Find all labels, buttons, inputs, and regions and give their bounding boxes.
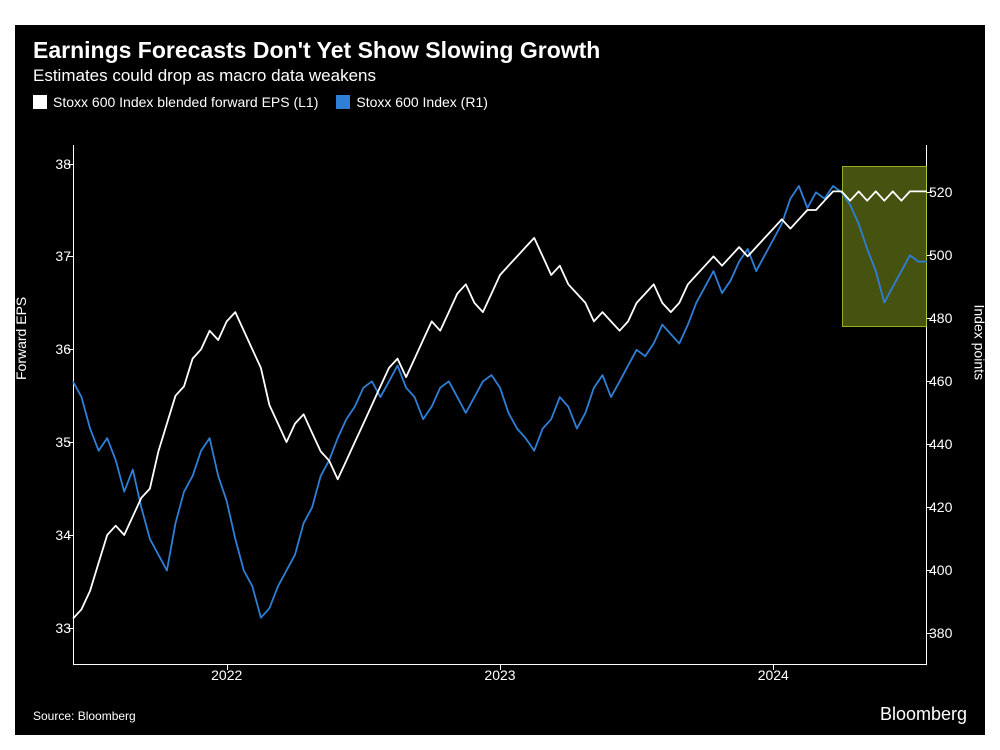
- x-tick: 2023: [484, 667, 515, 683]
- y-axis-left-label: Forward EPS: [13, 297, 29, 380]
- y-right-tick: 400: [929, 562, 967, 578]
- y-left-tick: 33: [33, 620, 71, 636]
- legend-item-index: Stoxx 600 Index (R1): [336, 94, 488, 110]
- y-right-tick: 420: [929, 499, 967, 515]
- legend: Stoxx 600 Index blended forward EPS (L1)…: [15, 94, 985, 118]
- line-series-svg: [73, 145, 927, 665]
- chart-subtitle: Estimates could drop as macro data weake…: [15, 66, 985, 94]
- y-left-tick: 34: [33, 527, 71, 543]
- y-right-tick: 440: [929, 436, 967, 452]
- y-right-tick: 520: [929, 184, 967, 200]
- chart-card: Earnings Forecasts Don't Yet Show Slowin…: [0, 0, 1000, 750]
- legend-swatch-index: [336, 95, 350, 109]
- chart-title: Earnings Forecasts Don't Yet Show Slowin…: [15, 25, 985, 66]
- x-tick: 2022: [211, 667, 242, 683]
- y-left-tick: 36: [33, 341, 71, 357]
- y-left-tick: 38: [33, 156, 71, 172]
- source-text: Source: Bloomberg: [33, 709, 136, 723]
- y-right-tick: 500: [929, 247, 967, 263]
- y-right-tick: 380: [929, 625, 967, 641]
- legend-label-eps: Stoxx 600 Index blended forward EPS (L1): [53, 94, 318, 110]
- x-axis: 2022 2023 2024: [73, 667, 927, 687]
- y-left-tick: 37: [33, 248, 71, 264]
- y-axis-right: 380 400 420 440 460 480 500 520: [929, 145, 967, 665]
- x-tick: 2024: [758, 667, 789, 683]
- y-axis-right-label: Index points: [971, 305, 987, 381]
- legend-swatch-eps: [33, 95, 47, 109]
- y-left-tick: 35: [33, 434, 71, 450]
- brand-logo: Bloomberg: [880, 704, 967, 725]
- plot-area: [73, 145, 927, 665]
- chart-panel: Earnings Forecasts Don't Yet Show Slowin…: [15, 25, 985, 735]
- legend-label-index: Stoxx 600 Index (R1): [356, 94, 488, 110]
- y-right-tick: 460: [929, 373, 967, 389]
- y-right-tick: 480: [929, 310, 967, 326]
- y-axis-left: 33 34 35 36 37 38: [33, 145, 71, 665]
- legend-item-eps: Stoxx 600 Index blended forward EPS (L1): [33, 94, 318, 110]
